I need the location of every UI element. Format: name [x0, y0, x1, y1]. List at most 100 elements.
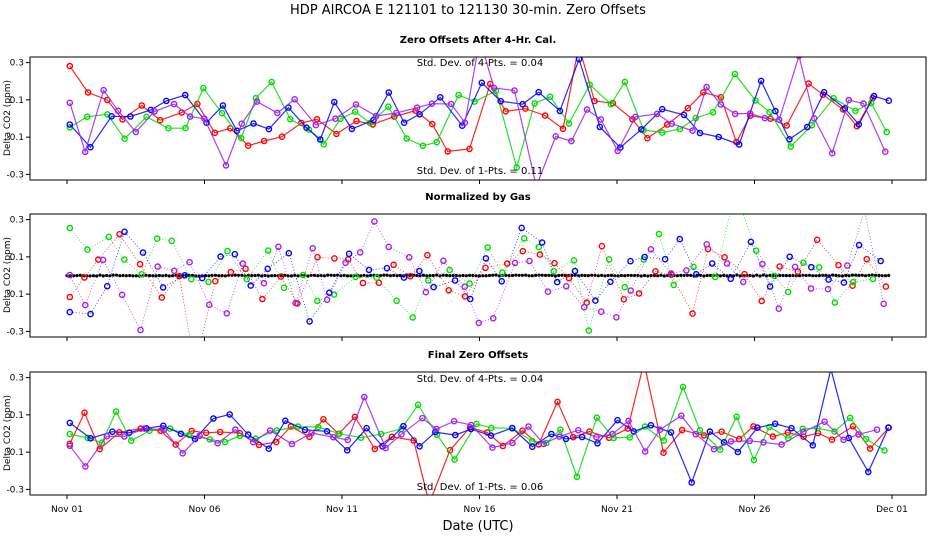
reference-point — [596, 274, 600, 278]
data-point — [181, 271, 189, 279]
data-point — [268, 78, 275, 86]
data-point — [281, 417, 289, 425]
data-point — [400, 274, 408, 281]
data-point — [855, 241, 863, 249]
reference-point — [738, 274, 742, 278]
data-point — [610, 434, 618, 442]
reference-point — [157, 273, 161, 278]
data-point — [750, 423, 757, 430]
data-point — [475, 319, 483, 327]
data-point — [740, 278, 747, 286]
data-point — [211, 277, 219, 285]
data-point — [219, 102, 227, 109]
data-point — [791, 263, 799, 271]
data-point — [635, 290, 643, 297]
data-point — [185, 431, 193, 439]
data-point — [855, 121, 863, 128]
data-point — [692, 430, 700, 438]
data-point — [630, 428, 638, 435]
data-point — [239, 260, 247, 267]
reference-point — [675, 274, 680, 278]
data-point — [292, 299, 299, 307]
data-point — [385, 103, 392, 110]
data-point — [187, 275, 195, 283]
x-tick-label: Dec 01 — [876, 505, 908, 515]
data-point — [815, 264, 823, 271]
data-point — [313, 116, 321, 123]
data-point — [544, 288, 552, 296]
data-point — [170, 100, 178, 108]
data-point — [103, 282, 111, 290]
reference-point — [484, 274, 488, 278]
series-line — [69, 395, 878, 468]
data-point — [351, 108, 359, 115]
data-point — [450, 417, 458, 425]
data-point — [121, 135, 128, 142]
data-point — [280, 284, 288, 292]
reference-point — [289, 274, 293, 278]
reference-point — [213, 273, 218, 277]
data-point — [266, 427, 274, 434]
data-point — [320, 415, 327, 423]
data-point — [855, 431, 862, 438]
data-point — [121, 256, 128, 263]
data-point — [678, 426, 686, 434]
data-point — [661, 255, 669, 263]
reference-point — [867, 273, 871, 277]
data-point — [551, 259, 558, 267]
data-point — [336, 430, 343, 438]
data-point — [703, 83, 710, 91]
data-point — [554, 398, 561, 406]
data-point — [598, 242, 606, 250]
data-point — [759, 260, 766, 268]
data-point — [200, 84, 207, 92]
data-point — [573, 473, 581, 481]
reference-point — [860, 273, 864, 277]
data-point — [81, 274, 88, 281]
reference-point — [550, 273, 554, 277]
data-point — [306, 318, 313, 325]
data-point — [607, 278, 614, 286]
data-point — [626, 434, 634, 441]
y-tick-label: -0.3 — [6, 485, 24, 495]
data-point — [844, 262, 851, 269]
data-point — [565, 274, 573, 282]
reference-point — [883, 274, 888, 278]
data-point — [885, 97, 893, 104]
data-point — [489, 444, 496, 451]
data-point — [621, 78, 629, 86]
reference-point — [751, 274, 756, 278]
reference-point — [850, 273, 855, 277]
reference-point — [128, 273, 132, 278]
reference-point — [708, 273, 713, 277]
data-point — [800, 259, 807, 267]
data-point — [244, 142, 252, 149]
data-point — [398, 430, 405, 438]
data-point — [696, 129, 704, 137]
data-point — [757, 77, 765, 85]
reference-point — [718, 274, 723, 278]
data-point — [731, 70, 739, 78]
data-point — [238, 120, 246, 127]
data-point — [583, 106, 591, 113]
data-point — [141, 425, 148, 432]
reference-point — [699, 273, 703, 277]
reference-point — [345, 274, 350, 278]
data-point — [264, 247, 272, 254]
reference-point — [824, 273, 828, 277]
data-point — [778, 441, 785, 448]
data-point — [136, 260, 144, 268]
data-point — [253, 98, 261, 105]
data-point — [226, 411, 233, 418]
reference-point — [256, 273, 260, 277]
data-point — [641, 448, 649, 455]
data-point — [303, 124, 310, 131]
data-point — [866, 445, 874, 452]
data-point — [66, 121, 74, 128]
panel-zero-offsets-after-cal: Zero Offsets After 4-Hr. Cal. Delta CO2 … — [3, 35, 927, 184]
reference-point — [580, 273, 584, 277]
data-point — [259, 295, 266, 303]
panel-final-zero-offsets: Final Zero Offsets Delta CO2 (ppm) Std. … — [3, 350, 927, 515]
reference-point — [306, 274, 310, 278]
data-point — [625, 417, 632, 425]
